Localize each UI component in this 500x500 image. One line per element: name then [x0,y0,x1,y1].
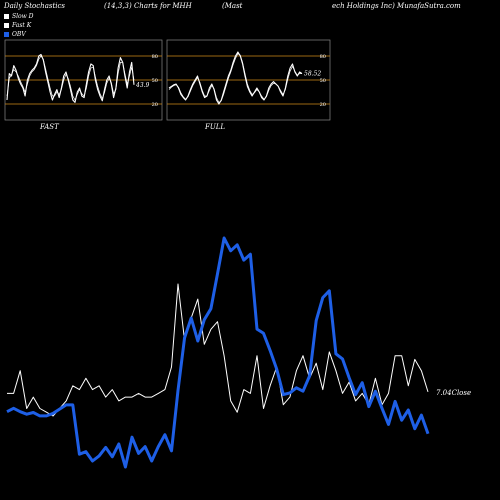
full-series-line [168,51,303,105]
legend-label: Slow D [12,13,34,20]
obv-line [6,236,430,469]
close-price-line [7,283,429,417]
legend-item: Fast K [4,21,34,30]
full-level-label: 20 [320,102,326,108]
legend-swatch [4,14,9,19]
full-last-value: 58.52 [304,71,321,78]
legend-item: OBV [4,30,34,39]
fast-panel-title: FAST [39,123,60,131]
legend-swatch [4,32,9,37]
fast-level-label: 20 [152,102,158,108]
legend-label: OBV [12,31,26,38]
fast-level-label: 50 [152,78,158,84]
legend-item: Slow D [4,12,34,21]
full-level-label: 80 [320,54,326,60]
chart-heading-company-b: ech Holdings Inc) MunafaSutra.com [332,2,461,10]
close-last-value: 7.04Close [436,389,471,397]
chart-heading-company-a: (Mast [222,2,243,10]
chart-heading-left: Daily Stochastics [4,2,66,10]
legend-label: Fast K [12,22,32,29]
fast-last-value: 43.9 [135,82,150,89]
full-panel-title: FULL [204,123,225,131]
fast-series-line [6,53,135,103]
chart-heading-mid: (14,3,3) Charts for MHH [104,2,192,10]
legend-swatch [4,23,9,28]
full-series-line [168,53,302,103]
legend: Slow D Fast K OBV [4,12,34,39]
fast-series-line [6,55,135,101]
fast-level-label: 80 [152,54,158,60]
full-level-label: 50 [320,78,326,84]
